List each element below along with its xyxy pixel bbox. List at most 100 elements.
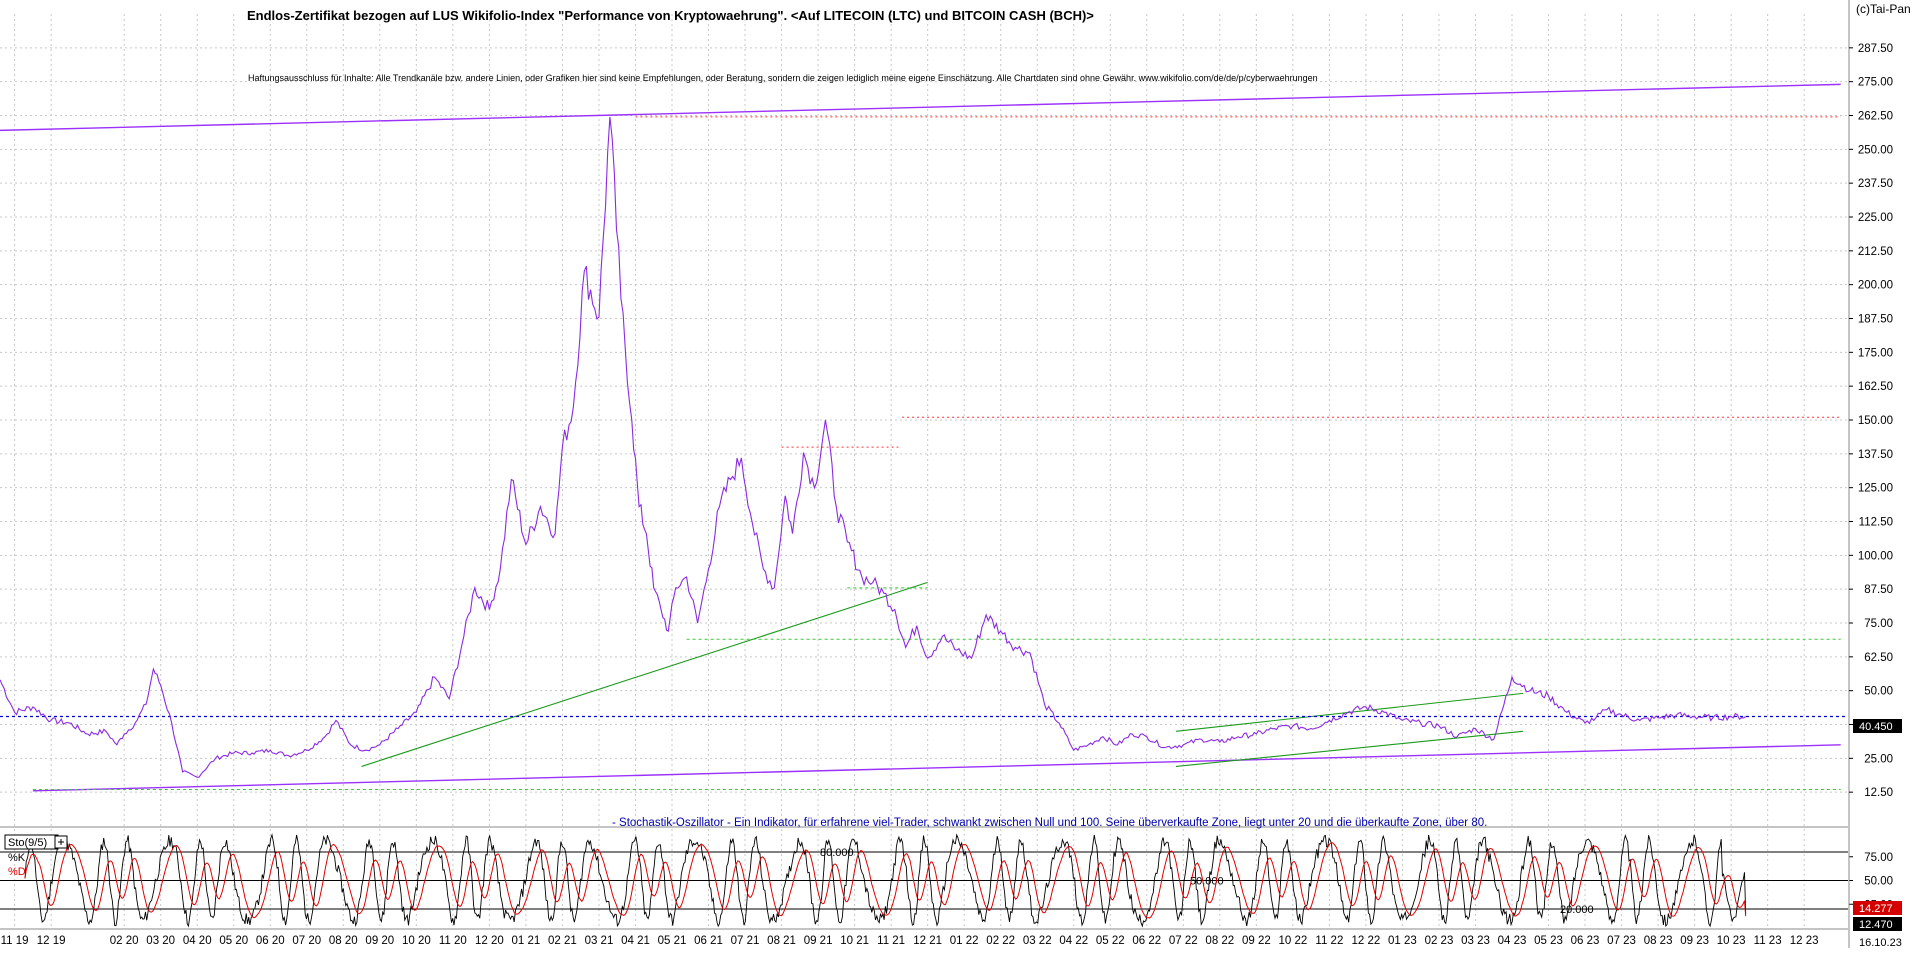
- time-tick-label: 02 21: [548, 935, 577, 947]
- stoch-tick-label: 75.00: [1864, 852, 1893, 864]
- price-tick-label: 212.50: [1858, 246, 1893, 258]
- stoch-tick-label: 50.00: [1864, 876, 1893, 888]
- chart-title: Endlos-Zertifikat bezogen auf LUS Wikifo…: [247, 8, 1094, 23]
- price-tick-label: 162.50: [1858, 381, 1893, 393]
- price-tick-label: 87.50: [1864, 584, 1893, 596]
- time-tick-label: 03 21: [585, 935, 614, 947]
- indicator-name: Sto(9/5): [8, 837, 47, 849]
- green-trend-line: [361, 581, 928, 767]
- price-tick-label: 25.00: [1864, 753, 1893, 765]
- time-tick-label: 11 21: [877, 935, 905, 947]
- time-tick-label: 11 20: [439, 935, 467, 947]
- grid: [0, 14, 1848, 928]
- price-tick-label: 125.00: [1858, 483, 1893, 495]
- time-tick-label: 12 22: [1352, 935, 1381, 947]
- stoch-d-line: [24, 842, 1747, 919]
- stochastic-note: - Stochastik-Oszillator - Ein Indikator,…: [612, 817, 1487, 829]
- legend-k-label: %K: [8, 852, 26, 864]
- time-tick-label: 08 21: [767, 935, 796, 947]
- time-tick-label: 02 20: [110, 935, 139, 947]
- time-tick-label: 09 20: [365, 935, 394, 947]
- time-tick-label: 12 21: [913, 935, 942, 947]
- time-tick-label: 08 22: [1205, 935, 1234, 947]
- price-tick-label: 62.50: [1864, 652, 1893, 664]
- price-tick-label: 75.00: [1864, 618, 1893, 630]
- green-trend-line: [1175, 730, 1524, 768]
- time-tick-label: 06 23: [1571, 935, 1600, 947]
- price-tick-label: 200.00: [1858, 280, 1893, 292]
- time-tick-label: 04 20: [183, 935, 212, 947]
- stoch-k-tag: 14.277: [1853, 901, 1902, 915]
- time-tick-label: 09 21: [804, 935, 833, 947]
- time-tick-label: 04 22: [1059, 935, 1088, 947]
- price-tick-label: 250.00: [1858, 144, 1893, 156]
- price-line: [0, 116, 1747, 778]
- time-tick-label: 05 21: [658, 935, 687, 947]
- stoch-level-label: 80.000: [820, 847, 854, 859]
- time-tick-label: 12 23: [1790, 935, 1819, 947]
- disclaimer-text: Haftungsausschluss für Inhalte: Alle Tre…: [248, 73, 1318, 83]
- time-tick-label: 06 21: [694, 935, 723, 947]
- price-series: [0, 116, 1747, 778]
- time-tick-label: 06 20: [256, 935, 285, 947]
- stoch-k-line: [24, 833, 1747, 928]
- stoch-d-tag: 12.470: [1853, 917, 1902, 931]
- time-tick-label: 05 22: [1096, 935, 1125, 947]
- time-tick-label: 08 20: [329, 935, 358, 947]
- price-tick-label: 100.00: [1858, 550, 1893, 562]
- last-date-tag: 16.10.23: [1853, 935, 1916, 949]
- copyright-label: (c)Tai-Pan: [1856, 2, 1911, 16]
- time-tick-label: 10 20: [402, 935, 431, 947]
- time-tick-label: 05 23: [1534, 935, 1563, 947]
- time-tick-label: 03 20: [146, 935, 175, 947]
- price-tick-label: 275.00: [1858, 77, 1893, 89]
- price-tick-label: 150.00: [1858, 415, 1893, 427]
- purple-trend-line: [0, 83, 1841, 132]
- time-tick-label: 07 20: [292, 935, 321, 947]
- price-tick-label: 187.50: [1858, 314, 1893, 326]
- price-tick-label: 262.50: [1858, 111, 1893, 123]
- time-tick-label: 01 23: [1388, 935, 1417, 947]
- time-tick-label: 04 23: [1498, 935, 1527, 947]
- stoch-level-label: 20.000: [1560, 904, 1594, 916]
- last-price-tag: 40.450: [1853, 719, 1902, 733]
- price-tick-label: 50.00: [1864, 686, 1893, 698]
- last-price-label: 40.450: [1859, 721, 1893, 733]
- last-date-label: 16.10.23: [1859, 937, 1902, 948]
- time-tick-label: 12 19: [37, 935, 66, 947]
- time-tick-label: 12 20: [475, 935, 504, 947]
- time-tick-label: 06 22: [1132, 935, 1161, 947]
- time-tick-label: 03 22: [1023, 935, 1052, 947]
- time-tick-label: 01 21: [512, 935, 541, 947]
- price-tick-label: 175.00: [1858, 347, 1893, 359]
- time-tick-label: 03 23: [1461, 935, 1490, 947]
- price-tick-label: 112.50: [1859, 517, 1893, 529]
- price-tick-label: 287.50: [1858, 43, 1893, 55]
- time-tick-label: 11 19: [1, 935, 29, 947]
- price-tick-label: 137.50: [1858, 449, 1893, 461]
- time-tick-label: 11 23: [1754, 935, 1782, 947]
- time-tick-label: 10 23: [1717, 935, 1746, 947]
- indicator-legend[interactable]: Sto(9/5) %K %D: [4, 834, 68, 878]
- time-tick-label: 09 22: [1242, 935, 1271, 947]
- stoch-k-value-label: 14.277: [1859, 903, 1893, 915]
- time-tick-label: 11 22: [1315, 935, 1343, 947]
- time-tick-label: 09 23: [1680, 935, 1709, 947]
- time-tick-label: 02 22: [986, 935, 1015, 947]
- time-tick-label: 04 21: [621, 935, 650, 947]
- stoch-level-label: 50.000: [1190, 876, 1224, 888]
- time-tick-label: 02 23: [1425, 935, 1454, 947]
- purple-trend-line: [32, 744, 1841, 792]
- time-tick-label: 01 22: [950, 935, 979, 947]
- stoch-d-value-label: 12.470: [1859, 919, 1893, 931]
- green-trend-line: [1175, 692, 1524, 732]
- time-tick-label: 07 23: [1607, 935, 1636, 947]
- time-tick-label: 05 20: [219, 935, 248, 947]
- time-tick-label: 08 23: [1644, 935, 1673, 947]
- price-tick-label: 12.50: [1864, 787, 1893, 799]
- time-tick-label: 07 21: [731, 935, 760, 947]
